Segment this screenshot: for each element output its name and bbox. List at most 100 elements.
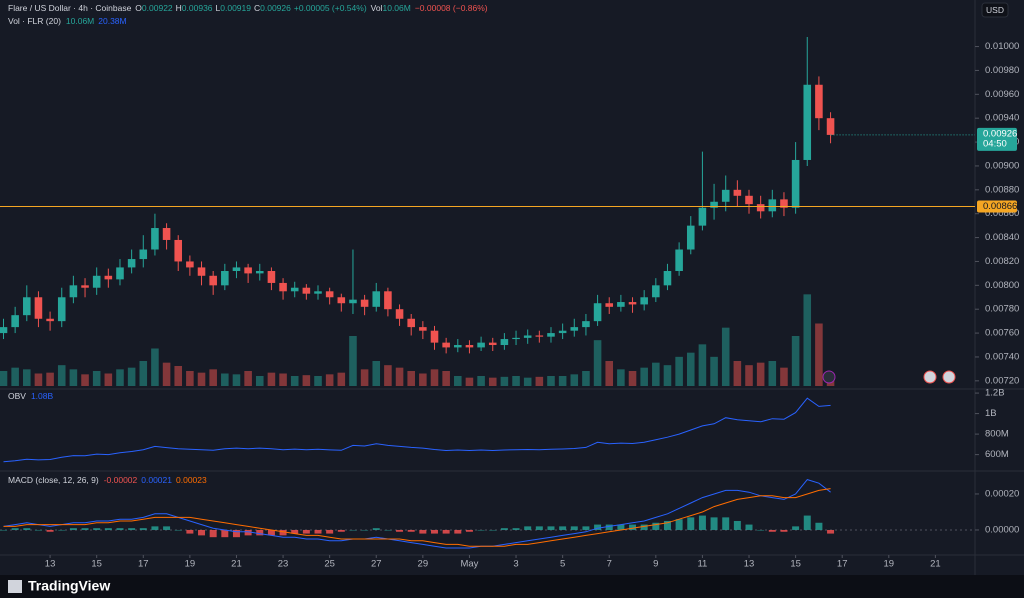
ohlc-key: O [135,3,142,13]
candle-body [232,267,241,272]
volume-bar [710,356,718,386]
macd-value: 0.00021 [141,475,172,485]
macd-histogram-bar [11,528,19,530]
y-tick-label: 0.00980 [985,65,1019,76]
candle-body [290,287,299,292]
brand-bar [0,575,1024,598]
macd-histogram-bar [58,529,66,531]
volume-bar [593,340,602,386]
candle-body [582,321,590,328]
candle-body [675,249,683,272]
volume-bar [151,348,159,386]
volume-bar [104,373,113,386]
candle-body [791,159,800,208]
macd-histogram-bar [174,529,182,531]
x-tick-label: 5 [560,559,565,570]
macd-histogram-bar [407,529,415,532]
macd-histogram-bar [34,529,42,531]
candle-body [116,267,124,280]
change: −0.00008 (−0.86%) [415,3,488,13]
volume-bar [92,371,101,386]
volume-bar [663,365,672,386]
volume-bar [477,376,485,386]
event-icon[interactable] [822,370,836,384]
macd-histogram-bar [605,524,613,530]
macd-histogram-bar [256,529,264,536]
event-icon[interactable] [942,370,956,384]
volume-bar [244,371,252,386]
volume-bar [232,374,241,386]
macd-histogram-bar [267,529,275,536]
macd-histogram-bar [291,529,299,534]
last-price-label: 0.00926 [983,128,1017,139]
macd-histogram-bar [710,517,718,530]
y-tick-label: 600M [985,449,1009,460]
macd-line [3,488,831,547]
volume-bar [535,376,544,386]
candle-body [162,228,171,240]
volume-bar [11,367,19,386]
volume-bar [384,365,392,386]
volume-bar [116,369,124,386]
y-tick-label: 0.00960 [985,89,1019,100]
volume-bar [302,375,311,386]
x-tick-label: 25 [324,559,335,570]
candle-body [803,84,812,160]
candle-body [488,342,497,346]
candle-body [267,271,276,283]
volume-bar [279,373,287,386]
volume-bar [23,369,31,386]
volume-bar [221,373,229,386]
macd-histogram-bar [745,524,753,530]
obv-title: OBV [8,391,26,401]
volume-bar [454,376,462,386]
volume-bar [372,361,381,386]
ohlc-key: H [176,3,182,13]
y-tick-label: 0.00760 [985,328,1019,339]
obv-value: 1.08B [31,391,54,401]
candle-body [11,315,19,328]
x-tick-label: 29 [418,559,429,570]
candle-body [92,275,101,288]
candle-body [721,189,730,202]
currency-button[interactable] [981,2,1009,18]
volume-bar [745,365,753,386]
x-tick-label: 7 [607,559,612,570]
candle-body [69,285,78,298]
x-tick-label: 3 [513,559,518,570]
volume-bar [442,371,450,386]
last-price-tag [977,127,1017,151]
macd-histogram-bar [675,519,683,530]
candle-body [372,291,381,307]
macd-line [3,479,831,549]
y-tick-label: 0.00000 [985,524,1019,535]
macd-histogram-bar [361,529,369,531]
macd-histogram-bar [582,526,590,530]
ohlc-value: 0.00926 [260,3,291,13]
macd-histogram-bar [442,529,450,534]
candle-body [698,207,707,226]
x-tick-label: 21 [930,559,941,570]
candle-body [512,337,520,340]
macd-histogram-bar [221,529,229,538]
candle-body [384,291,392,310]
macd-histogram-bar [81,528,89,530]
volume-bar [290,376,299,386]
macd-histogram-bar [780,529,788,532]
macd-histogram-bar [663,520,671,530]
candle-body [756,204,765,212]
currency-label[interactable]: USD [986,5,1004,15]
macd-histogram-bar [500,528,508,530]
volume-bar [337,372,346,386]
volume-legend: Vol · FLR (20) 10.06M 20.38M [8,16,127,26]
volume-bar [0,371,8,386]
event-icon[interactable] [923,370,937,384]
volume-bar [325,374,334,386]
candle-body [535,335,544,337]
candle-body [302,287,311,294]
macd-histogram-bar [302,529,310,534]
candle-body [81,285,89,288]
x-tick-label: 11 [697,559,707,570]
volume-bar [500,376,509,386]
